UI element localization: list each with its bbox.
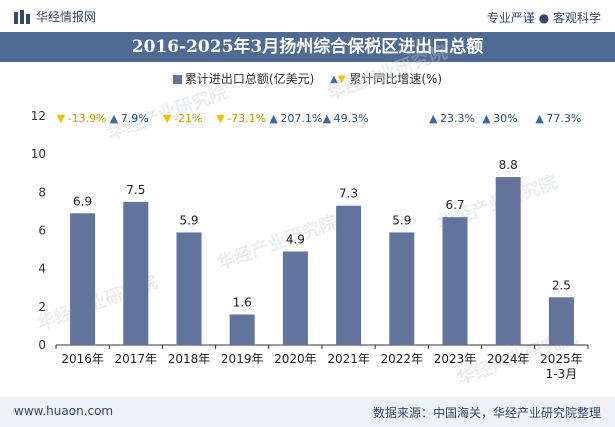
- brand: 华经情报网: [14, 8, 96, 25]
- x-tick-label-line: 2017年: [115, 352, 158, 366]
- growth-value-label: 77.3%: [546, 112, 581, 125]
- growth-value-label: 207.1%: [280, 112, 322, 125]
- growth-value-label: -73.1%: [227, 112, 266, 125]
- x-tick-label-line: 1-3月: [546, 367, 578, 381]
- x-tick-label-line: 2016年: [61, 352, 104, 366]
- tagline: 专业严谨 ● 客观科学: [486, 11, 601, 25]
- footer: www.huaon.com 数据来源：中国海关，华经产业研究院整理: [0, 397, 615, 427]
- x-tick-label: 2023年: [434, 352, 477, 366]
- watermark-text: 华经产业研究院: [324, 41, 450, 105]
- growth-value-label: -21%: [174, 112, 202, 125]
- bar: [229, 314, 255, 345]
- growth-value-label: 49.3%: [334, 112, 369, 125]
- logo-icon: [14, 9, 30, 24]
- footer-website: www.huaon.com: [14, 404, 114, 418]
- bar: [442, 217, 468, 345]
- bar-value-label: 6.7: [445, 198, 464, 212]
- x-tick-label: 2020年: [274, 352, 317, 366]
- bar-value-label: 1.6: [233, 295, 252, 309]
- bar: [282, 251, 308, 345]
- bar-value-label: 8.8: [499, 158, 518, 172]
- axis-layer: 0 2 4 6 8 10 12 2016年 2017年 2018年 2019年 2020年 2021年 2…: [31, 109, 589, 381]
- legend-swatch-bar: [172, 75, 182, 84]
- footer-source: 数据来源：中国海关，华经产业研究院整理: [372, 406, 601, 420]
- brand-name: 华经情报网: [36, 10, 97, 24]
- chart-legend: 累计进出口总额(亿美元) ▲▼ 累计同比增速(%): [0, 70, 615, 87]
- bar: [123, 201, 149, 345]
- x-tick-label: 2017年: [115, 352, 158, 366]
- x-tick-label: 2019年: [221, 352, 264, 366]
- bar-value-label: 6.9: [73, 194, 92, 208]
- x-tick-label-line: 2019年: [221, 352, 264, 366]
- growth-up-icon: ▲: [110, 112, 119, 125]
- bar-value-label: 2.5: [552, 278, 571, 292]
- y-tick-label: 8: [38, 185, 46, 199]
- bar-value-label: 5.9: [392, 213, 411, 227]
- x-tick-label-line: 2020年: [274, 352, 317, 366]
- growth-down-icon: ▼: [57, 112, 66, 125]
- bar-value-label: 5.9: [179, 213, 198, 227]
- watermark-text: 华经产业研究院: [214, 211, 340, 275]
- growth-up-icon: ▲: [535, 112, 544, 125]
- triangle-up-icon: ▲: [330, 74, 338, 85]
- growth-up-icon: ▲: [429, 112, 438, 125]
- growth-up-icon: ▲: [269, 112, 278, 125]
- bar-chart: 华经产业研究院华经产业研究院华经产业研究院华经产业研究院华经产业研究院华经产业研…: [31, 41, 589, 390]
- growth-down-icon: ▼: [163, 112, 172, 125]
- growth-up-icon: ▲: [482, 112, 491, 125]
- y-tick-label: 12: [31, 109, 46, 123]
- x-tick-label: 2024年: [487, 352, 530, 366]
- bar-value-label: 4.9: [286, 232, 305, 246]
- x-tick-label: 2022年: [381, 352, 424, 366]
- bar: [336, 205, 362, 345]
- growth-value-label: 7.9%: [121, 112, 149, 125]
- x-tick-label-line: 2024年: [487, 352, 530, 366]
- growth-down-icon: ▼: [216, 112, 225, 125]
- top-bar: 华经情报网 专业严谨 ● 客观科学: [0, 0, 615, 32]
- bar: [176, 232, 202, 345]
- y-tick-label: 6: [38, 224, 46, 238]
- growth-value-label: -13.9%: [68, 112, 107, 125]
- legend-item-growth: ▲▼ 累计同比增速(%): [330, 70, 442, 87]
- x-tick-label-line: 2022年: [381, 352, 424, 366]
- x-tick-label: 2018年: [168, 352, 211, 366]
- growth-value-label: 30%: [493, 112, 517, 125]
- bar: [548, 297, 574, 345]
- bar: [389, 232, 415, 345]
- growth-layer: ▼ -13.9% ▲ 7.9% ▼ -21% ▼ -73.1% ▲ 207.1% ▲ 49.3% ▲ 23…: [57, 112, 582, 125]
- triangle-down-icon: ▼: [337, 74, 346, 85]
- bar-value-label: 7.5: [126, 183, 145, 197]
- y-tick-label: 4: [38, 262, 46, 276]
- y-tick-label: 2: [38, 300, 46, 314]
- y-tick-label: 10: [31, 147, 46, 161]
- bar-layer: 6.9 7.5 5.9 1.6 4.9 7.3 5.9 6.7 8.8 2.5: [70, 158, 574, 345]
- x-tick-label-line: 2025年: [540, 352, 583, 366]
- x-tick-label-line: 2021年: [327, 352, 370, 366]
- bar: [70, 213, 96, 345]
- x-tick-label: 2025年 1-3月: [540, 352, 583, 381]
- x-tick-label: 2016年: [61, 352, 104, 366]
- x-tick-label: 2021年: [327, 352, 370, 366]
- chart-title: 2016-2025年3月扬州综合保税区进出口总额: [131, 37, 484, 57]
- legend-label-growth: 累计同比增速(%): [349, 72, 443, 86]
- legend-item-total: 累计进出口总额(亿美元): [172, 70, 315, 87]
- title-bar: 2016-2025年3月扬州综合保税区进出口总额: [0, 32, 615, 62]
- growth-up-icon: ▲: [323, 112, 332, 125]
- y-tick-label: 0: [38, 338, 46, 352]
- legend-label-total: 累计进出口总额(亿美元): [184, 72, 315, 86]
- bar-value-label: 7.3: [339, 187, 358, 201]
- x-tick-label-line: 2023年: [434, 352, 477, 366]
- bar: [495, 177, 521, 345]
- growth-value-label: 23.3%: [440, 112, 475, 125]
- x-tick-label-line: 2018年: [168, 352, 211, 366]
